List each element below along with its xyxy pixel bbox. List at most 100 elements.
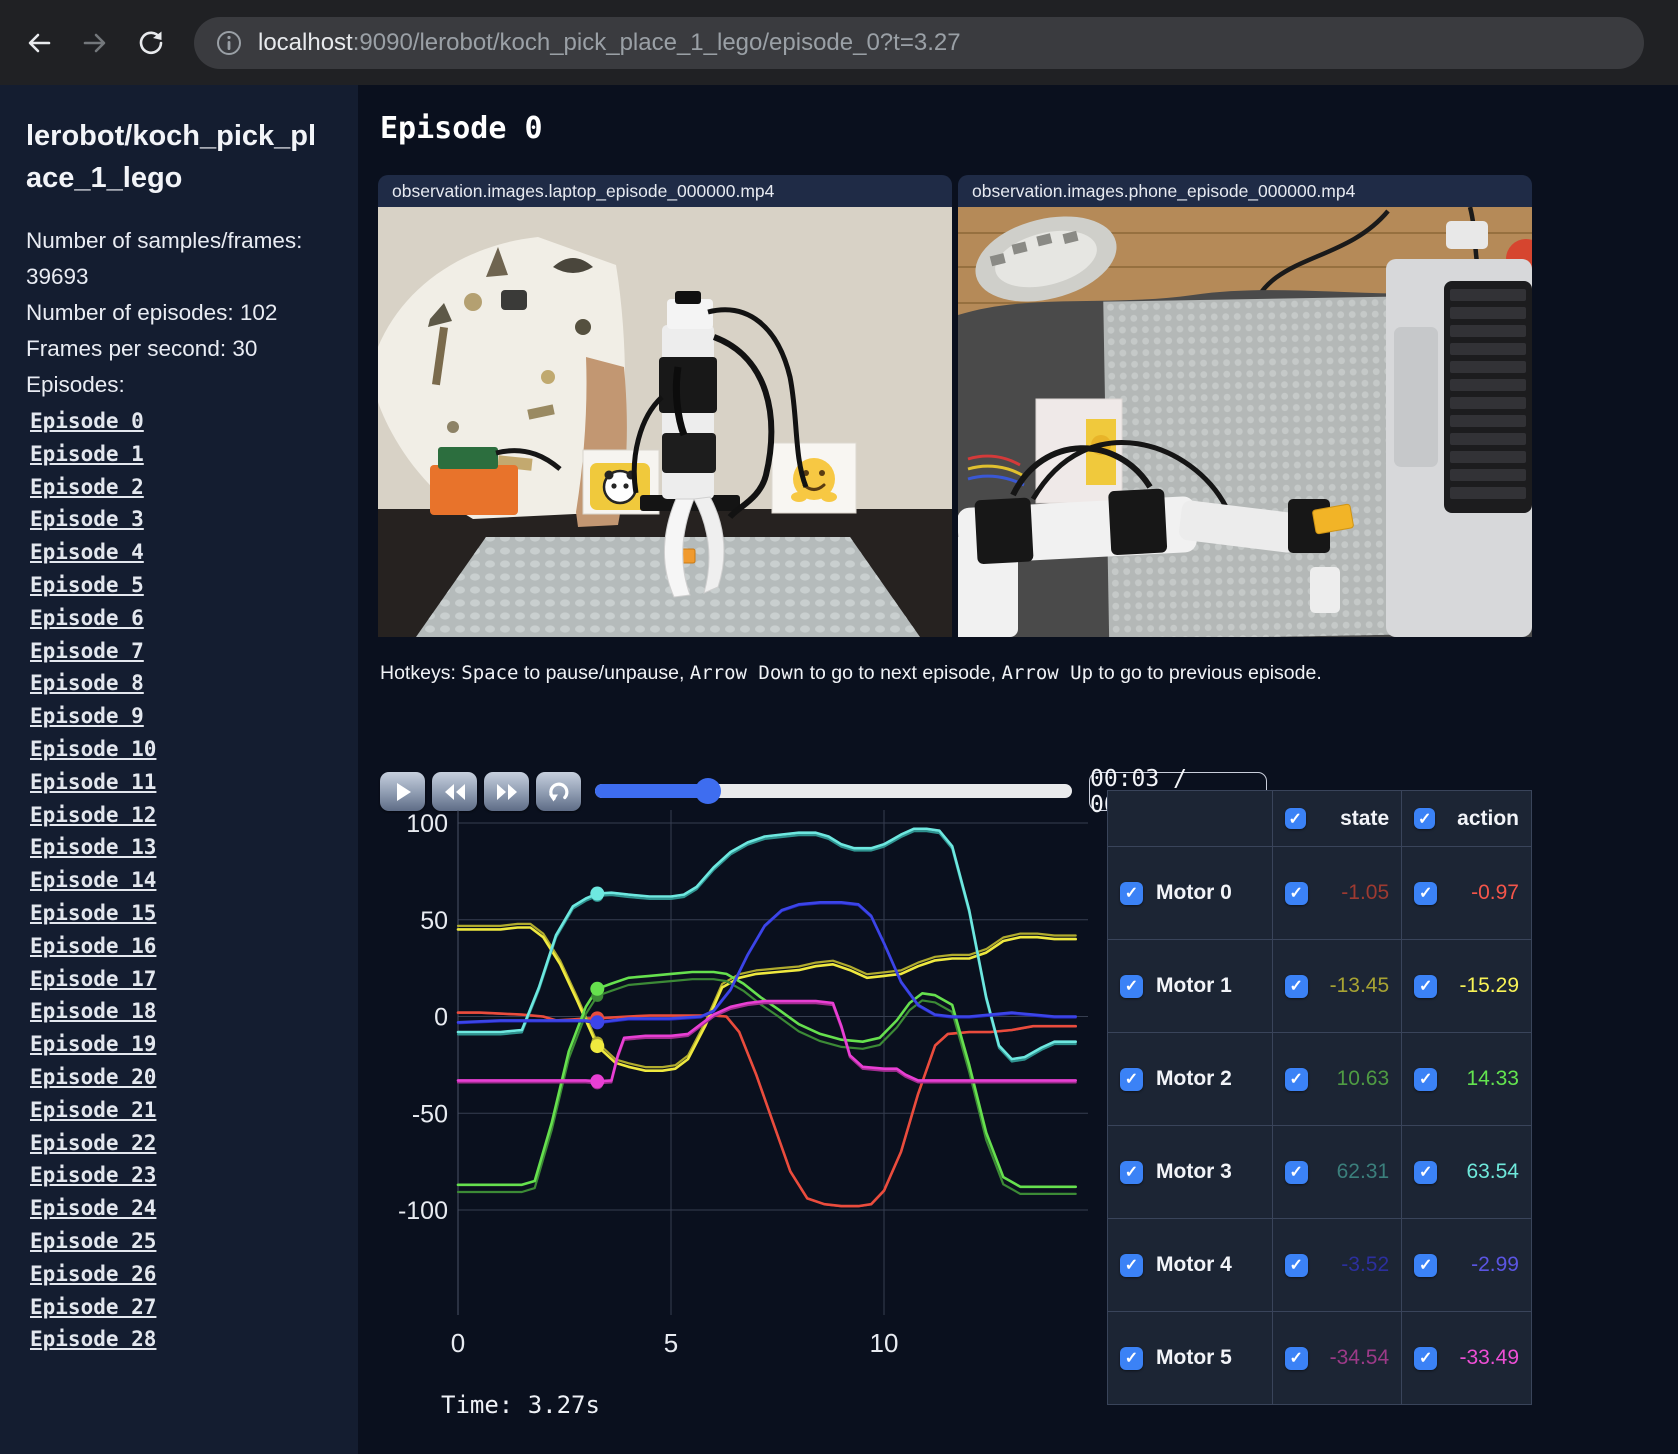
motor-visibility-checkbox[interactable]: ✓ [1120,974,1143,998]
stat-samples: Number of samples/frames: 39693 [26,228,303,289]
episode-link[interactable]: Episode 2 [30,474,144,499]
episode-link[interactable]: Episode 26 [30,1261,157,1286]
episode-link[interactable]: Episode 1 [30,441,144,466]
state-header-label: state [1340,806,1390,830]
state-column-checkbox[interactable]: ✓ [1284,808,1306,829]
motor-label: Motor 3 [1156,1160,1232,1183]
motor-state-checkbox[interactable]: ✓ [1284,1253,1308,1277]
episode-link[interactable]: Episode 10 [30,736,157,761]
action-header-cell: ✓ action [1401,790,1532,847]
arrow-down-key-label: Arrow Down [689,662,805,684]
motor-action-checkbox[interactable]: ✓ [1414,974,1438,998]
episode-link[interactable]: Episode 25 [30,1228,157,1253]
fast-forward-button[interactable] [484,772,529,811]
episode-link[interactable]: Episode 17 [30,966,157,991]
timeline-slider[interactable] [595,778,1072,804]
episode-link[interactable]: Episode 22 [30,1130,157,1155]
forward-icon[interactable] [78,26,112,60]
motor-table-row: ✓ Motor 2 ✓ 10.63 ✓ 14.33 [1107,1032,1532,1126]
episode-link[interactable]: Episode 19 [30,1032,157,1057]
timeline-slider-fill [595,784,709,798]
episodes-label: Episodes: [26,372,125,397]
motor-action-value: -15.29 [1459,974,1519,997]
episode-link[interactable]: Episode 15 [30,900,157,925]
motor-table-row: ✓ Motor 1 ✓ -13.45 ✓ -15.29 [1107,939,1532,1033]
motor-state-checkbox[interactable]: ✓ [1284,1346,1308,1370]
episode-link[interactable]: Episode 23 [30,1163,157,1188]
motor-action-checkbox[interactable]: ✓ [1414,1346,1438,1370]
episode-link[interactable]: Episode 20 [30,1064,157,1089]
episode-link[interactable]: Episode 14 [30,868,157,893]
main-content: Episode 0 observation.images.laptop_epis… [358,85,1678,1454]
motor-action-checkbox[interactable]: ✓ [1414,1160,1438,1184]
timeline-slider-thumb[interactable] [695,778,722,804]
episode-link[interactable]: Episode 21 [30,1097,157,1122]
motor-state-value: 10.63 [1336,1067,1390,1090]
motor-visibility-checkbox[interactable]: ✓ [1120,1067,1143,1091]
rewind-button[interactable] [432,772,477,811]
motor-state-checkbox[interactable]: ✓ [1284,1160,1308,1184]
svg-text:0: 0 [434,1004,448,1032]
episode-link[interactable]: Episode 11 [30,769,157,794]
motor-table: ✓ state ✓ action [1107,790,1532,1405]
motor-action-value: 63.54 [1466,1160,1519,1183]
motor-table-row: ✓ Motor 3 ✓ 62.31 ✓ 63.54 [1107,1125,1532,1219]
episode-link[interactable]: Episode 27 [30,1294,157,1319]
loop-icon [548,782,568,801]
motor-state-checkbox[interactable]: ✓ [1284,881,1308,905]
loop-button[interactable] [536,772,581,811]
motor-action-checkbox[interactable]: ✓ [1414,1067,1438,1091]
episode-link[interactable]: Episode 24 [30,1196,157,1221]
motor-state-value: -13.45 [1329,974,1390,997]
url-bar[interactable]: localhost:9090/lerobot/koch_pick_place_1… [194,16,1644,69]
episode-link[interactable]: Episode 13 [30,835,157,860]
phone-video-card: observation.images.phone_episode_000000.… [958,175,1532,637]
motor-chart[interactable]: 100 50 0 -50 -100 0 5 10 [376,790,1091,1365]
hotkeys-help: Hotkeys: Space to pause/unpause, Arrow D… [380,662,1322,684]
episode-link[interactable]: Episode 8 [30,671,144,696]
svg-text:5: 5 [664,1328,678,1358]
motor-action-checkbox[interactable]: ✓ [1414,881,1438,905]
motor-state-checkbox[interactable]: ✓ [1284,974,1308,998]
laptop-video-preview[interactable] [378,207,952,637]
url-text: localhost:9090/lerobot/koch_pick_place_1… [258,28,961,56]
motor-state-value: -1.05 [1341,881,1390,904]
motor-visibility-checkbox[interactable]: ✓ [1120,1346,1143,1370]
episode-link[interactable]: Episode 0 [30,409,144,433]
motor-label: Motor 0 [1156,881,1232,904]
state-header-cell: ✓ state [1271,790,1403,847]
episode-link[interactable]: Episode 28 [30,1327,157,1352]
episode-link[interactable]: Episode 3 [30,507,144,532]
motor-action-value: -0.97 [1471,881,1519,904]
svg-text:0: 0 [451,1328,465,1358]
play-button[interactable] [380,772,425,811]
svg-text:-100: -100 [398,1197,448,1225]
episode-link[interactable]: Episode 12 [30,802,157,827]
laptop-video-card: observation.images.laptop_episode_000000… [378,175,952,637]
episode-list: Episode 0 Episode 1 Episode 2 Episode 3 Epi… [26,405,332,1356]
site-info-icon[interactable] [214,28,244,58]
episode-link[interactable]: Episode 5 [30,572,144,597]
motor-visibility-checkbox[interactable]: ✓ [1120,1160,1143,1184]
episode-link[interactable]: Episode 18 [30,999,157,1024]
laptop-camera-scene [378,207,952,637]
episode-link[interactable]: Episode 6 [30,605,144,630]
back-icon[interactable] [22,26,56,60]
motor-label: Motor 4 [1156,1253,1232,1276]
episode-link[interactable]: Episode 9 [30,704,144,729]
motor-table-row: ✓ Motor 5 ✓ -34.54 ✓ -33.49 [1107,1311,1532,1405]
episode-link[interactable]: Episode 16 [30,933,157,958]
episode-link[interactable]: Episode 4 [30,540,144,565]
svg-text:100: 100 [406,810,448,838]
phone-video-preview[interactable] [958,207,1532,637]
motor-state-checkbox[interactable]: ✓ [1284,1067,1308,1091]
motor-state-value: 62.31 [1336,1160,1390,1183]
motor-visibility-checkbox[interactable]: ✓ [1120,1253,1143,1277]
reload-icon[interactable] [134,26,168,60]
episode-link[interactable]: Episode 7 [30,638,144,663]
motor-chart-container: 100 50 0 -50 -100 0 5 10 [376,790,1091,1365]
motor-visibility-checkbox[interactable]: ✓ [1120,881,1143,905]
arrow-up-key-label: Arrow Up [1001,662,1094,684]
motor-action-checkbox[interactable]: ✓ [1414,1253,1438,1277]
action-column-checkbox[interactable]: ✓ [1414,808,1436,829]
